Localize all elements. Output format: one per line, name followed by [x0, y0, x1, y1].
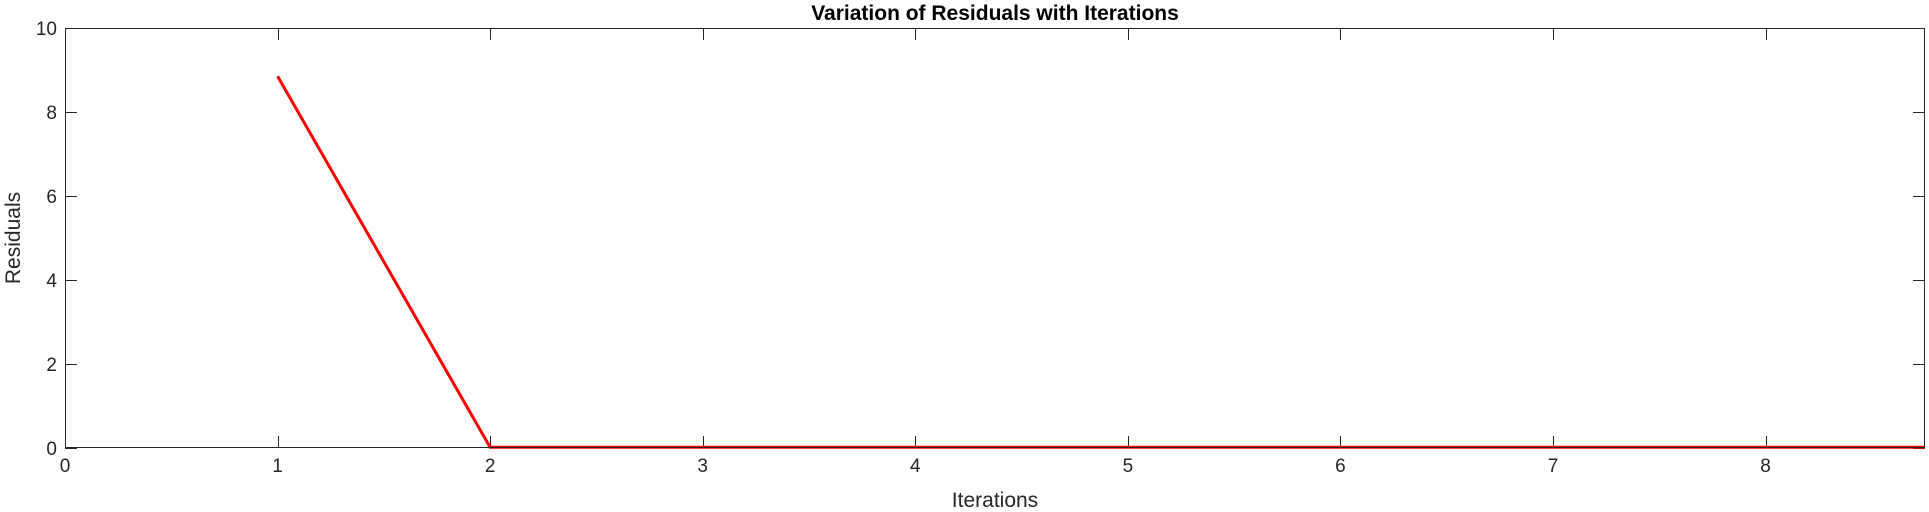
y-tick-label-0: 0 [46, 439, 57, 460]
y-tick-label-6: 6 [46, 187, 57, 208]
y-axis-label: Residuals [2, 192, 25, 284]
x-tick-label-5: 5 [1123, 456, 1134, 477]
y-tick-label-2: 2 [46, 355, 57, 376]
x-tick-label-0: 0 [60, 456, 71, 477]
x-axis-label: Iterations [952, 489, 1038, 512]
x-tick-label-2: 2 [485, 456, 496, 477]
chart-title: Variation of Residuals with Iterations [811, 2, 1179, 25]
x-tick-label-7: 7 [1548, 456, 1559, 477]
plot-area [65, 28, 1925, 448]
x-tick-label-8: 8 [1760, 456, 1771, 477]
y-tick-labels: 0 2 4 6 8 10 [36, 19, 58, 460]
x-tick-labels: 0 1 2 3 4 5 6 7 8 [60, 456, 1771, 477]
x-tick-label-4: 4 [910, 456, 921, 477]
x-tick-label-6: 6 [1335, 456, 1346, 477]
axes-box [65, 28, 1925, 448]
y-tick-label-4: 4 [46, 271, 57, 292]
y-tick-label-10: 10 [36, 19, 57, 40]
y-tick-label-8: 8 [46, 103, 57, 124]
x-tick-label-3: 3 [697, 456, 708, 477]
x-tick-label-1: 1 [272, 456, 283, 477]
